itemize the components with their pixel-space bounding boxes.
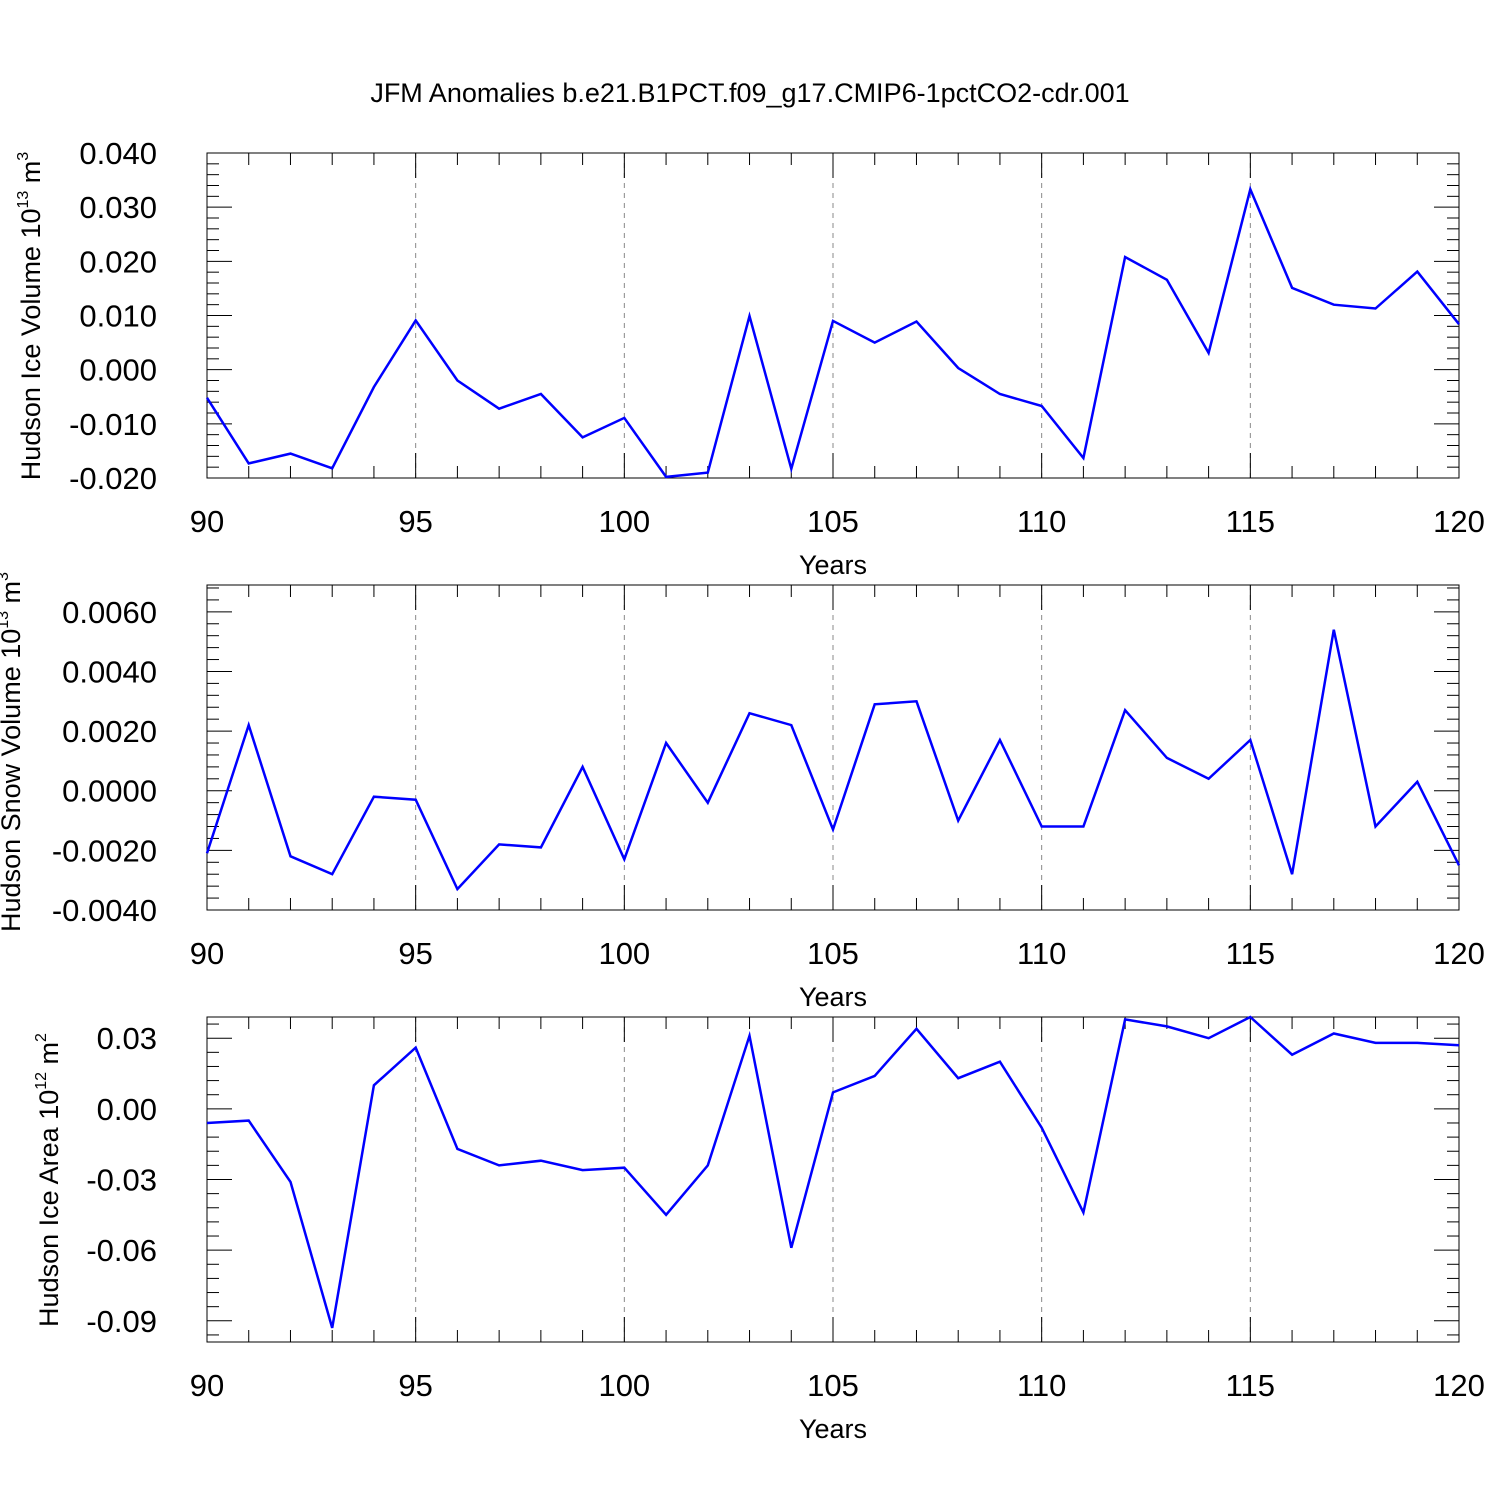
y-tick-label: 0.0040 [62, 654, 157, 689]
x-tick-label: 120 [1433, 1368, 1485, 1403]
y-tick-label: 0.00 [97, 1092, 157, 1127]
x-tick-label: 120 [1433, 504, 1485, 539]
series-line-hudson-ice-area [206, 1015, 1460, 1329]
x-tick-label: 105 [807, 1368, 859, 1403]
x-tick-label: 120 [1433, 936, 1485, 971]
x-tick-label: 100 [598, 1368, 650, 1403]
y-tick-label: 0.03 [97, 1021, 157, 1056]
x-tick-label: 105 [807, 936, 859, 971]
x-axis-label: Years [799, 550, 867, 580]
x-axis-label: Years [799, 982, 867, 1012]
y-tick-label: 0.0020 [62, 714, 157, 749]
x-tick-label: 110 [1017, 504, 1066, 539]
x-tick-label: 115 [1226, 1368, 1275, 1403]
y-tick-label: -0.0040 [52, 893, 157, 928]
y-tick-label: 0.030 [79, 190, 157, 225]
x-tick-label: 115 [1226, 936, 1275, 971]
y-tick-label: -0.06 [86, 1233, 157, 1268]
x-axis-label: Years [799, 1414, 867, 1444]
x-tick-label: 95 [398, 1368, 432, 1403]
x-tick-label: 100 [598, 504, 650, 539]
chart-panel-3: -0.09 -0.06 -0.03 0.00 0.03 90 95 100 105 110 115 1… [33, 1015, 1485, 1444]
x-tick-label: 100 [598, 936, 650, 971]
x-tick-label: 115 [1226, 504, 1275, 539]
y-tick-label: 0.0000 [62, 774, 157, 809]
y-tick-label: -0.03 [86, 1163, 157, 1198]
y-tick-label: -0.010 [69, 407, 157, 442]
y-tick-label: 0.010 [79, 299, 157, 334]
x-tick-label: 110 [1017, 936, 1066, 971]
series-line-hudson-ice-volume [205, 185, 1460, 479]
y-axis-label: Hudson Ice Area 1012 m2 [33, 1033, 64, 1327]
y-axis-label: Hudson Ice Volume 1013 m3 [15, 152, 46, 480]
x-tick-label: 105 [807, 504, 859, 539]
y-tick-label: 0.040 [79, 136, 157, 171]
y-tick-label: -0.09 [86, 1304, 157, 1339]
x-tick-label: 90 [190, 1368, 224, 1403]
chart-panel-2: -0.0040 -0.0020 0.0000 0.0020 0.0040 0.0060 90… [0, 572, 1485, 1012]
series-line-hudson-snow-volume [205, 629, 1461, 892]
x-tick-label: 110 [1017, 1368, 1066, 1403]
chart-panel-1: -0.020 -0.010 0.000 0.010 0.020 0.030 0.040 90 9… [15, 136, 1485, 580]
x-tick-label: 90 [190, 504, 224, 539]
y-tick-label: -0.0020 [52, 833, 157, 868]
y-tick-label: 0.0060 [62, 595, 157, 630]
x-tick-label: 95 [398, 936, 432, 971]
x-tick-label: 95 [398, 504, 432, 539]
figure-title: JFM Anomalies b.e21.B1PCT.f09_g17.CMIP6-… [370, 78, 1130, 108]
y-tick-label: 0.000 [79, 353, 157, 388]
y-tick-label: -0.020 [69, 461, 157, 496]
y-tick-label: 0.020 [79, 244, 157, 279]
y-axis-label: Hudson Snow Volume 1013 m3 [0, 572, 26, 932]
x-tick-label: 90 [190, 936, 224, 971]
